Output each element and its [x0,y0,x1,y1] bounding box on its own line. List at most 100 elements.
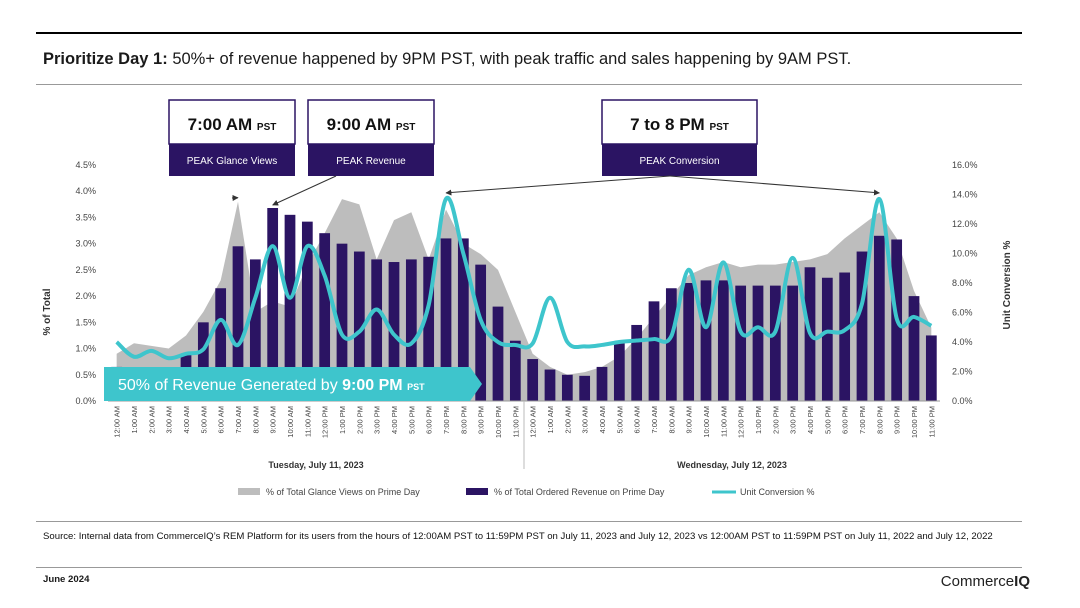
legend-swatch [466,488,488,495]
legend-label: % of Total Ordered Revenue on Prime Day [494,487,665,497]
x-tick-label: 8:00 PM [875,406,884,434]
x-tick-label: 7:00 AM [650,406,659,434]
headline: Prioritize Day 1: 50%+ of revenue happen… [43,50,851,69]
left-tick-label: 2.5% [75,265,96,275]
x-tick-label: 9:00 PM [477,406,486,434]
x-tick-label: 1:00 PM [754,406,763,434]
revenue-bar [596,366,608,401]
callout-arrow [669,175,880,196]
callout-arrow [272,175,337,206]
left-tick-label: 1.0% [75,344,96,354]
left-tick-label: 3.0% [75,239,96,249]
right-tick-label: 2.0% [952,367,973,377]
right-tick-label: 6.0% [952,308,973,318]
x-tick-label: 9:00 AM [269,406,278,434]
right-tick-label: 0.0% [952,396,973,406]
x-tick-label: 10:00 AM [286,406,295,438]
revenue-bar [215,288,227,401]
x-tick-label: 8:00 AM [667,406,676,434]
left-tick-label: 4.5% [75,160,96,170]
left-tick-label: 2.0% [75,291,96,301]
x-tick-label: 12:00 AM [529,406,538,438]
callout-sub-box [308,144,434,176]
legend-swatch [238,488,260,495]
x-tick-label: 3:00 AM [581,406,590,434]
revenue-bar [665,288,677,401]
revenue-bar [509,340,521,401]
revenue-bar [908,296,920,401]
revenue-bar [492,306,504,401]
headline-lead: Prioritize Day 1: [43,50,168,68]
x-tick-label: 5:00 PM [407,406,416,434]
callout-subtitle: PEAK Glance Views [187,156,277,167]
right-tick-label: 8.0% [952,278,973,288]
right-tick-label: 14.0% [952,190,978,200]
legend-label: % of Total Glance Views on Prime Day [266,487,420,497]
revenue-bar [301,221,313,401]
x-tick-label: 12:00 PM [321,406,330,438]
left-tick-label: 0.0% [75,396,96,406]
revenue-bar [613,343,625,401]
left-tick-label: 1.5% [75,317,96,327]
report-date: June 2024 [43,574,90,585]
day-label: Tuesday, July 11, 2023 [268,460,363,470]
callout-sub-box [602,144,757,176]
day-label: Wednesday, July 12, 2023 [677,460,787,470]
x-tick-label: 11:00 PM [927,406,936,438]
legend-label: Unit Conversion % [740,487,815,497]
revenue-bar [683,283,695,401]
source-rule [36,521,1022,522]
brand-text-a: Commerce [940,573,1015,590]
revenue-bar [752,285,764,401]
x-tick-label: 6:00 AM [217,406,226,434]
chart: 0.0% 0.5% 1.0% 1.5% 2.0% 2.5% 3.0% 3.5% 4.0% 4.5%… [42,99,1013,497]
revenue-bar [839,272,851,401]
x-tick-label: 6:00 AM [633,406,642,434]
headline-text: 50%+ of revenue happened by 9PM PST, wit… [172,50,852,68]
top-rule [36,32,1022,34]
revenue-bar [544,369,556,401]
revenue-bar [475,264,487,401]
revenue-bar [249,259,261,401]
x-tick-label: 12:00 AM [113,406,122,438]
x-tick-label: 6:00 PM [841,406,850,434]
revenue-bar [631,324,643,401]
header-rule [36,84,1022,85]
x-tick-label: 9:00 PM [893,406,902,434]
brand-logo: CommerceIQ [941,573,1030,590]
revenue-bar [353,251,365,401]
callout-box [307,99,435,145]
revenue-bar [336,243,348,401]
x-tick-label: 11:00 AM [303,406,312,437]
revenue-bar [405,259,417,401]
x-tick-label: 5:00 PM [823,406,832,434]
left-tick-label: 3.5% [75,212,96,222]
right-tick-label: 16.0% [952,160,978,170]
x-tick-label: 9:00 AM [685,406,694,434]
callout-subtitle: PEAK Conversion [639,156,719,167]
source-note: Source: Internal data from CommerceIQ’s … [43,531,993,542]
x-tick-label: 6:00 PM [425,406,434,434]
x-tick-label: 12:00 PM [737,406,746,438]
brand-text-b: IQ [1014,573,1030,590]
x-tick-label: 10:00 AM [702,406,711,438]
x-tick-label: 11:00 AM [719,406,728,437]
x-tick-label: 3:00 AM [165,406,174,434]
callout-title: 9:00 AM PST [327,115,416,134]
revenue-bar [527,359,539,401]
x-tick-label: 2:00 PM [355,406,364,434]
banner-text: 50% of Revenue Generated by 9:00 PM PST [118,377,425,394]
x-tick-label: 11:00 PM [511,406,520,438]
revenue-bar [579,375,591,401]
x-tick-label: 10:00 PM [494,406,503,438]
right-tick-label: 10.0% [952,249,978,259]
x-tick-label: 7:00 PM [442,406,451,434]
left-tick-label: 4.0% [75,186,96,196]
revenue-bar [284,214,296,401]
revenue-bar [457,238,469,401]
revenue-bar [648,301,660,401]
callout-arrow [445,175,671,196]
x-tick-label: 10:00 PM [910,406,919,438]
revenue-bar [700,280,712,401]
x-tick-label: 2:00 PM [771,406,780,434]
